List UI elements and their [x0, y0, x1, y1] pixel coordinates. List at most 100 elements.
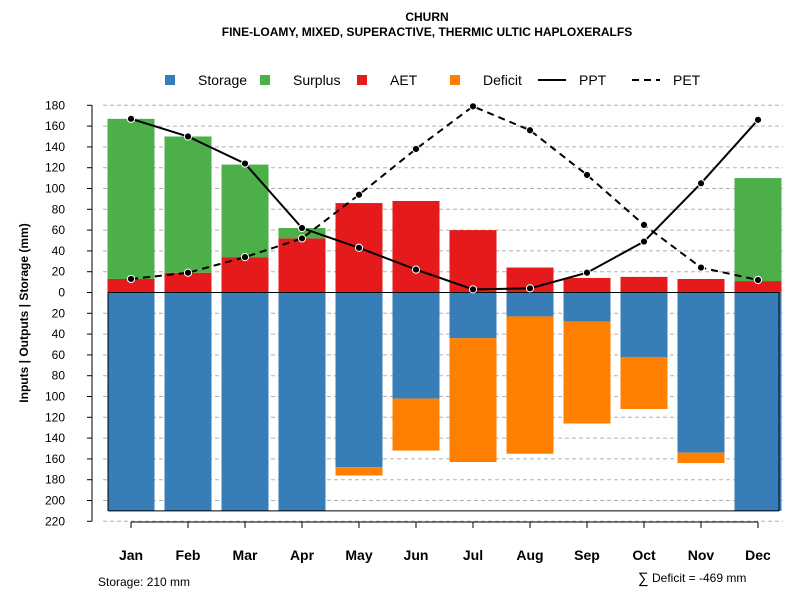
- point-ppt-jun: [411, 265, 421, 274]
- x-tick-label-may: May: [345, 547, 372, 563]
- x-axis: Jan Feb Mar Apr May Jun Jul Aug Sep Oct Nov Dec: [119, 521, 771, 563]
- x-tick-label-jun: Jun: [404, 547, 429, 563]
- bar-storage-jan: [107, 292, 155, 511]
- legend-item-surplus: Surplus: [260, 72, 340, 88]
- legend-label-pet: PET: [673, 72, 701, 88]
- bars: [107, 118, 782, 512]
- sigma-symbol: ∑: [638, 570, 649, 587]
- point-pet-jun: [411, 144, 421, 154]
- bar-aet-feb: [164, 272, 212, 293]
- legend: Storage Surplus AET Deficit PPT PET: [165, 72, 701, 88]
- chart-subtitle: FINE-LOAMY, MIXED, SUPERACTIVE, THERMIC …: [222, 25, 632, 39]
- bar-storage-apr: [278, 292, 326, 511]
- y-axis: 1801601401201008060402002040608010012014…: [45, 98, 93, 528]
- bar-surplus-dec: [734, 178, 782, 282]
- point-ppt-feb: [183, 132, 193, 141]
- lines: [126, 102, 763, 294]
- point-ppt-may: [354, 243, 364, 252]
- legend-item-ppt: PPT: [538, 72, 607, 88]
- bar-storage-aug: [506, 292, 554, 317]
- x-tick-label-jul: Jul: [463, 547, 483, 563]
- legend-item-deficit: Deficit: [450, 72, 522, 88]
- point-pet-dec: [753, 275, 763, 285]
- line-ppt: [130, 117, 759, 291]
- point-pet-may: [354, 190, 364, 199]
- point-ppt-mar: [240, 159, 250, 168]
- y-tick-label: 80: [52, 369, 66, 383]
- bar-storage-dec: [734, 292, 782, 511]
- bar-deficit-sep: [563, 321, 611, 424]
- point-ppt-oct: [639, 237, 649, 246]
- bar-deficit-oct: [620, 356, 668, 409]
- legend-item-storage: Storage: [165, 72, 247, 88]
- bar-storage-jul: [449, 292, 497, 339]
- x-tick-label-apr: Apr: [290, 547, 315, 563]
- bar-storage-may: [335, 292, 383, 468]
- legend-swatch-surplus: [260, 75, 270, 85]
- legend-label-ppt: PPT: [579, 72, 607, 88]
- y-tick-label: 220: [45, 514, 65, 528]
- x-tick-label-sep: Sep: [574, 547, 600, 563]
- legend-item-aet: AET: [357, 72, 418, 88]
- y-tick-label: 120: [45, 410, 65, 424]
- y-tick-label: 200: [45, 494, 65, 508]
- x-tick-label-nov: Nov: [688, 547, 715, 563]
- point-ppt-aug: [525, 284, 535, 293]
- y-tick-label: 120: [45, 161, 65, 175]
- y-tick-label: 100: [45, 390, 65, 404]
- y-tick-label: 60: [52, 348, 66, 362]
- point-ppt-jan: [126, 114, 136, 123]
- bar-storage-mar: [221, 292, 269, 511]
- point-pet-feb: [183, 268, 193, 277]
- point-pet-aug: [525, 126, 535, 135]
- y-tick-label: 140: [45, 140, 65, 154]
- y-tick-label: 40: [52, 327, 66, 341]
- point-ppt-sep: [582, 268, 592, 277]
- y-axis-label: Inputs | Outputs | Storage (mm): [17, 223, 31, 402]
- y-tick-label: 180: [45, 473, 65, 487]
- bar-aet-jan: [107, 278, 155, 293]
- point-pet-apr: [297, 234, 307, 243]
- y-tick-label: 160: [45, 452, 65, 466]
- y-tick-label: 160: [45, 119, 65, 133]
- bar-deficit-jul: [449, 338, 497, 463]
- point-ppt-nov: [696, 179, 706, 188]
- bar-storage-oct: [620, 292, 668, 357]
- bar-storage-sep: [563, 292, 611, 322]
- bar-aet-nov: [677, 278, 725, 293]
- y-tick-label: 180: [45, 98, 65, 112]
- legend-swatch-storage: [165, 75, 175, 85]
- y-tick-label: 60: [52, 223, 66, 237]
- bar-aet-mar: [221, 257, 269, 293]
- point-pet-nov: [696, 263, 706, 272]
- bar-deficit-aug: [506, 316, 554, 454]
- chart-title: CHURN: [405, 10, 448, 24]
- bar-surplus-jan: [107, 118, 155, 279]
- legend-label-storage: Storage: [198, 72, 247, 88]
- bar-aet-oct: [620, 276, 668, 293]
- gridlines: [103, 104, 783, 522]
- legend-item-pet: PET: [632, 72, 701, 88]
- point-ppt-apr: [297, 223, 307, 233]
- y-tick-label: 0: [58, 286, 65, 300]
- x-tick-label-jan: Jan: [119, 547, 143, 563]
- legend-label-surplus: Surplus: [293, 72, 340, 88]
- x-tick-label-oct: Oct: [632, 547, 656, 563]
- bar-deficit-jun: [392, 398, 440, 451]
- deficit-note: Deficit = -469 mm: [652, 571, 746, 585]
- y-tick-label: 20: [52, 306, 66, 320]
- y-tick-label: 100: [45, 182, 65, 196]
- legend-swatch-deficit: [450, 75, 460, 85]
- x-tick-label-aug: Aug: [516, 547, 543, 563]
- bar-surplus-mar: [221, 164, 269, 258]
- bar-storage-nov: [677, 292, 725, 453]
- y-tick-label: 20: [52, 265, 66, 279]
- y-tick-label: 80: [52, 202, 66, 216]
- y-tick-label: 40: [52, 244, 66, 258]
- point-pet-sep: [582, 170, 592, 180]
- bar-deficit-nov: [677, 452, 725, 464]
- point-pet-jul: [468, 102, 478, 111]
- bar-aet-sep: [563, 277, 611, 293]
- legend-label-deficit: Deficit: [483, 72, 522, 88]
